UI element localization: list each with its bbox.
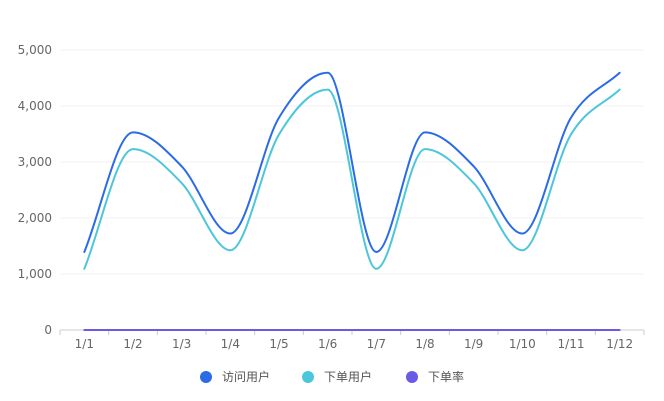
series-line-2 [83,88,621,270]
series-lines [83,71,621,331]
y-tick-label: 1,000 [18,267,52,281]
x-tick-label: 1/11 [558,337,585,351]
legend-marker [200,371,212,383]
x-tick-label: 1/12 [606,337,633,351]
legend-label: 下单率 [428,369,464,384]
x-tick-label: 1/8 [415,337,434,351]
legend-item[interactable]: 访问用户 [200,369,270,384]
legend-item[interactable]: 下单率 [406,369,464,384]
y-tick-label: 3,000 [18,155,52,169]
legend-label: 下单用户 [324,369,372,384]
y-tick-label: 0 [44,323,52,337]
legend-marker [302,371,314,383]
legend-label: 访问用户 [222,369,270,384]
x-tick-label: 1/7 [367,337,386,351]
axes: 0 1,000 2,000 3,000 4,000 5,000 1/1 1/2 1/3 1/4 1/… [18,43,645,351]
x-tick-label: 1/3 [172,337,191,351]
y-tick-label: 5,000 [18,43,52,57]
legend-marker [406,371,418,383]
x-tick-label: 1/5 [269,337,288,351]
x-tick-label: 1/6 [318,337,337,351]
x-tick-label: 1/1 [75,337,94,351]
x-tick-label: 1/2 [123,337,142,351]
series-line-1 [83,71,621,253]
y-tick-label: 4,000 [18,99,52,113]
legend: 访问用户 下单用户 下单率 [200,369,464,384]
legend-item[interactable]: 下单用户 [302,369,372,384]
x-tick-label: 1/9 [464,337,483,351]
x-tick-label: 1/4 [221,337,240,351]
x-tick-label: 1/10 [509,337,536,351]
y-tick-label: 2,000 [18,211,52,225]
